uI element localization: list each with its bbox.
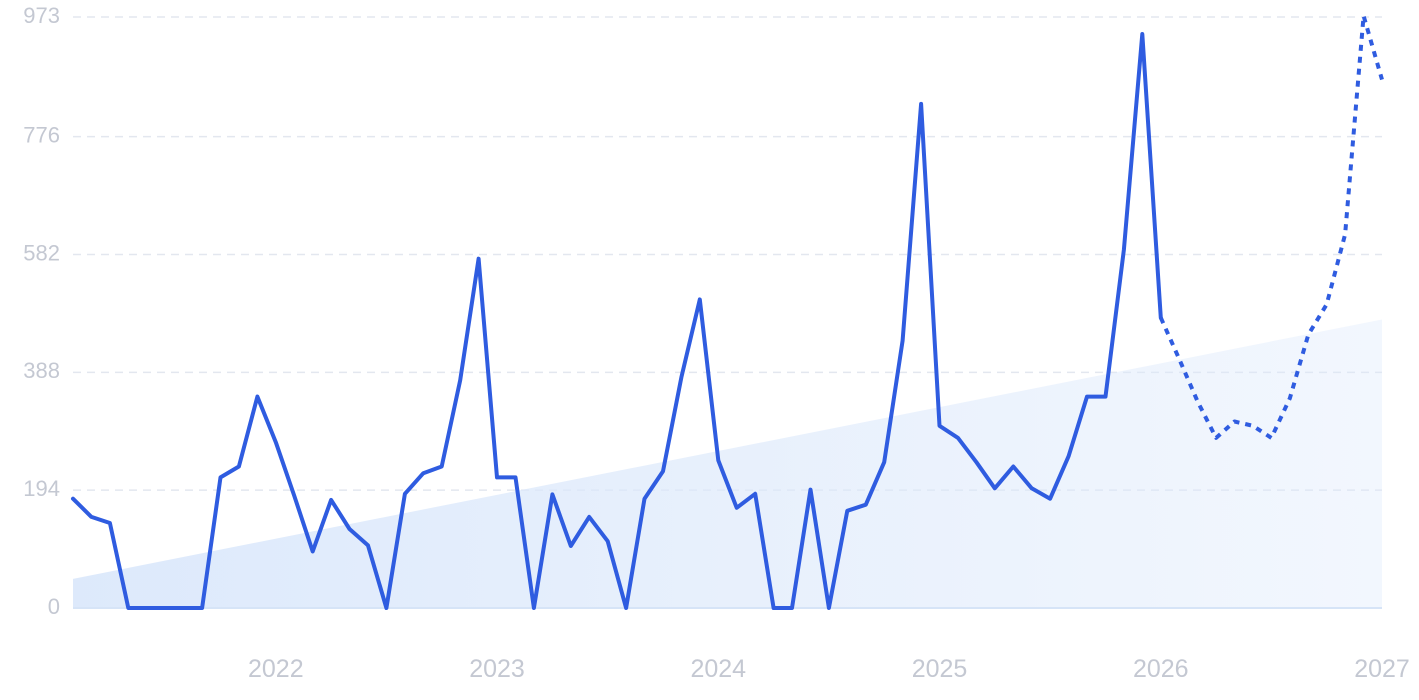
y-tick-label: 194 (23, 476, 60, 501)
x-tick-label: 2025 (912, 655, 968, 683)
trend-area (73, 319, 1382, 608)
y-axis: 0 194 388 582 776 973 (23, 3, 60, 619)
series-line (71, 32, 1163, 610)
y-tick-label: 0 (48, 594, 60, 619)
x-tick-label: 2023 (469, 655, 525, 683)
y-tick-label: 973 (23, 3, 60, 28)
y-tick-label: 388 (23, 358, 60, 383)
y-tick-label: 582 (23, 240, 60, 265)
x-tick-label: 2024 (690, 655, 746, 683)
x-tick-label: 2026 (1133, 655, 1189, 683)
trend-area-layer (73, 319, 1382, 609)
x-tick-label: 2022 (248, 655, 304, 683)
y-tick-label: 776 (23, 122, 60, 147)
series-layer (71, 13, 1384, 610)
x-tick-label: 2027 (1354, 655, 1410, 683)
x-axis: 2022 2023 2024 2025 2026 2027 (248, 655, 1410, 683)
